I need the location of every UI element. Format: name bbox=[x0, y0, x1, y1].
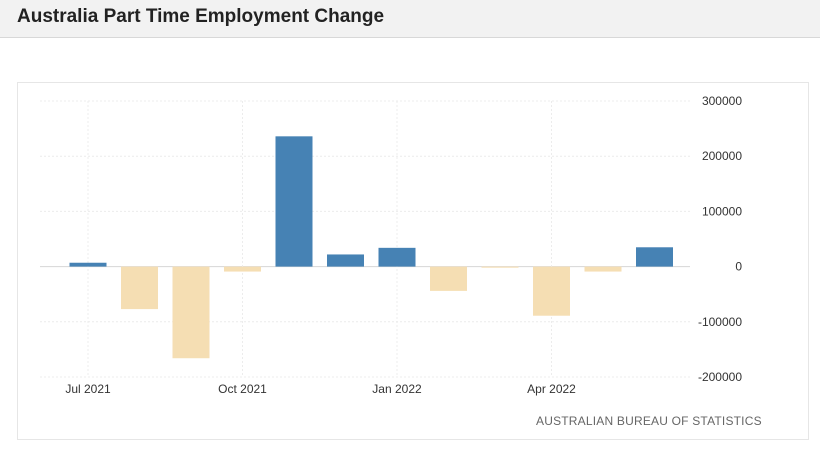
bar-2022-04[interactable] bbox=[533, 266, 570, 316]
x-tick-label: Jan 2022 bbox=[372, 382, 422, 396]
x-tick-label: Jul 2021 bbox=[65, 382, 111, 396]
bar-2021-07[interactable] bbox=[69, 262, 107, 267]
x-axis: Jul 2021 Oct 2021 Jan 2022 Apr 2022 bbox=[65, 382, 576, 396]
bar-2021-10[interactable] bbox=[224, 266, 261, 272]
y-tick-label: 100000 bbox=[702, 204, 742, 218]
y-tick-label: -200000 bbox=[698, 370, 742, 384]
y-tick-label: 300000 bbox=[702, 94, 742, 108]
y-tick-label: -100000 bbox=[698, 315, 742, 329]
x-tick-label: Apr 2022 bbox=[527, 382, 576, 396]
source-label: AUSTRALIAN BUREAU OF STATISTICS bbox=[536, 414, 762, 428]
page-title: Australia Part Time Employment Change bbox=[17, 6, 385, 27]
y-tick-label: 200000 bbox=[702, 149, 742, 163]
bar-2022-02[interactable] bbox=[430, 266, 467, 291]
bar-2022-03[interactable] bbox=[481, 266, 519, 268]
x-tick-label: Oct 2021 bbox=[218, 382, 267, 396]
grid-lines bbox=[40, 100, 690, 378]
y-tick-label: 0 bbox=[735, 260, 742, 274]
y-axis: 300000 200000 100000 0 -100000 -200000 bbox=[698, 94, 742, 384]
bar-2021-09[interactable] bbox=[172, 266, 210, 359]
bar-2021-11[interactable] bbox=[275, 136, 313, 267]
bar-2021-08[interactable] bbox=[121, 266, 158, 310]
bar-2021-12[interactable] bbox=[327, 254, 364, 267]
title-bar: Australia Part Time Employment Change bbox=[0, 0, 820, 38]
bars bbox=[69, 136, 673, 359]
bar-2022-06[interactable] bbox=[636, 247, 673, 267]
bar-2022-01[interactable] bbox=[378, 247, 416, 267]
bar-2022-05[interactable] bbox=[584, 266, 622, 272]
